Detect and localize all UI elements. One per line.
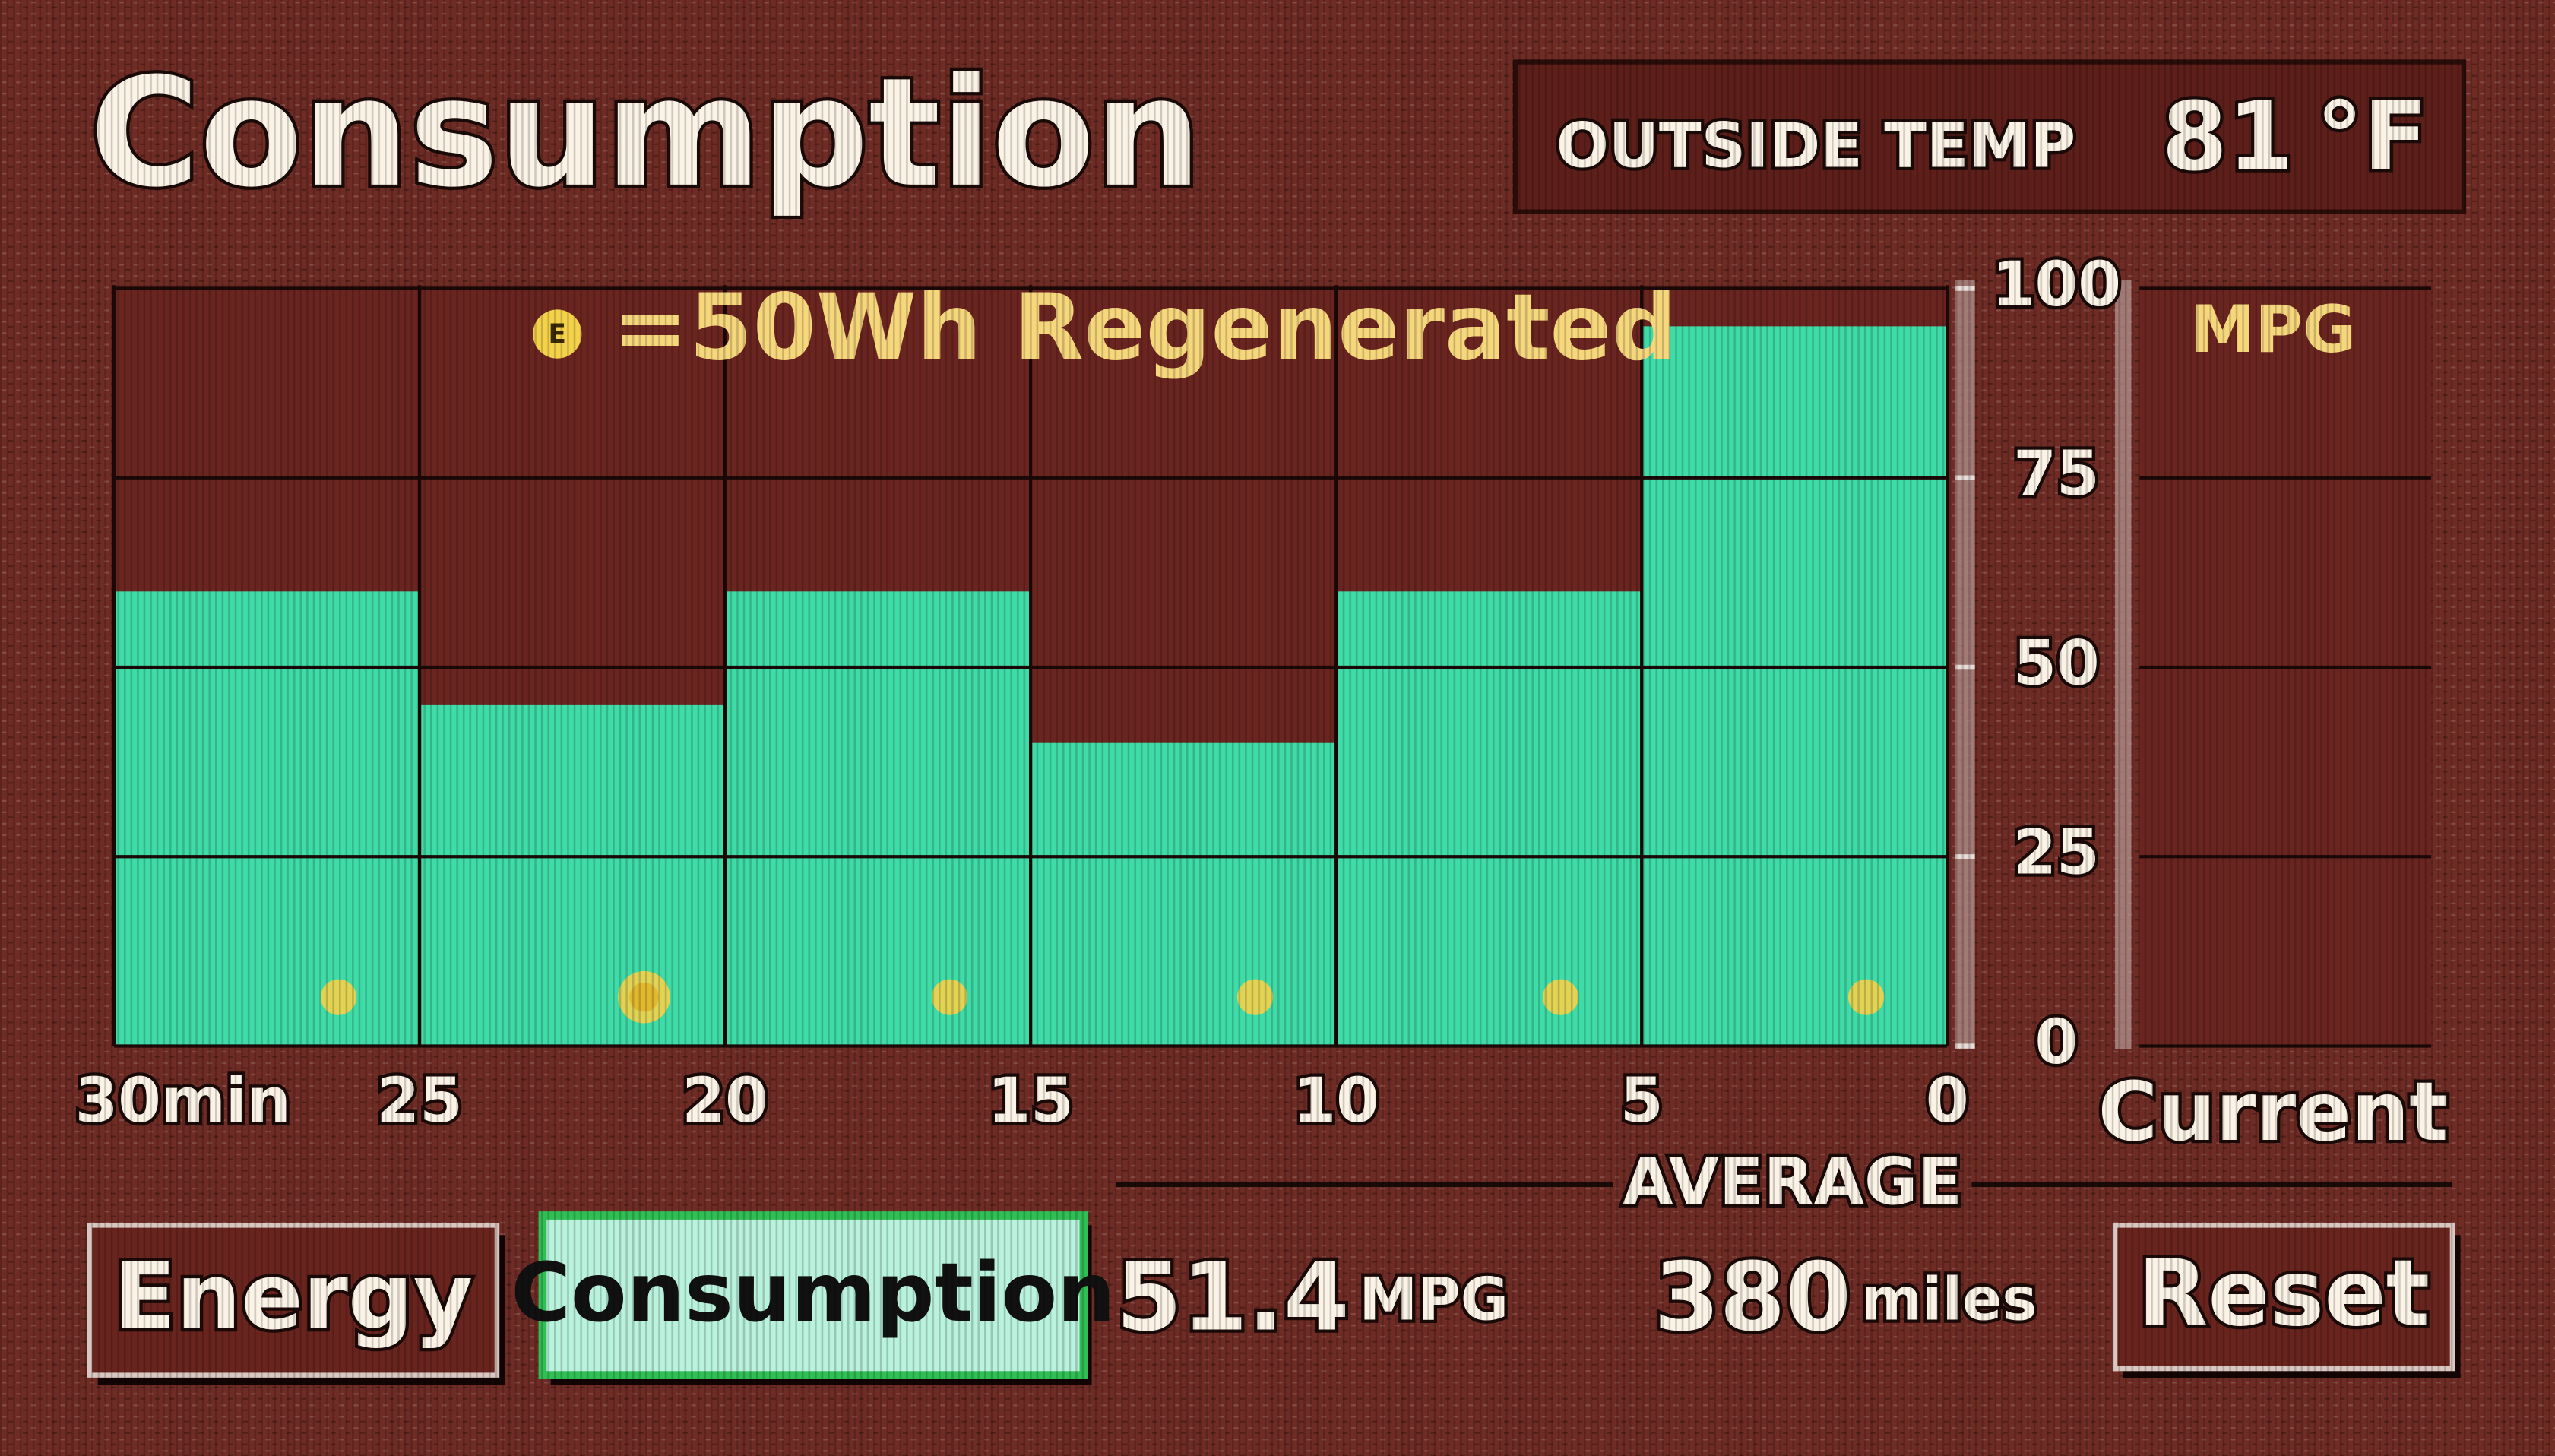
distance-value: 380 xyxy=(1654,1242,1851,1352)
screen-title: Consumption xyxy=(90,46,1202,220)
regen-dot xyxy=(931,979,968,1015)
regen-dot-core xyxy=(629,982,659,1012)
x-tick-label: 25 xyxy=(376,1065,462,1137)
current-label: MPG xyxy=(2190,292,2357,368)
mpg-unit: MPG xyxy=(1359,1265,1509,1334)
y-tick-label: 25 xyxy=(2013,817,2099,889)
button[interactable]: Energy xyxy=(87,1223,505,1385)
regen-icon xyxy=(1542,979,1579,1015)
y-tick-label: 0 xyxy=(2035,1006,2079,1078)
legend-icon: E xyxy=(533,309,582,359)
button[interactable]: Consumption xyxy=(511,1211,1115,1385)
x-tick-label: 0 xyxy=(1926,1065,1969,1137)
mpg-value: 51.4 xyxy=(1116,1242,1350,1352)
regen-dot xyxy=(1847,979,1885,1015)
x-tick-label: 10 xyxy=(1293,1065,1379,1137)
x-tick-label: 20 xyxy=(682,1065,768,1137)
temp-unit: °F xyxy=(2316,83,2428,192)
button-label[interactable]: Energy xyxy=(110,1242,476,1354)
y-tick-label: 50 xyxy=(2013,627,2099,699)
button-label[interactable]: Reset xyxy=(2135,1238,2433,1350)
legend-text: =50Wh Regenerated xyxy=(613,275,1677,381)
regen-icon xyxy=(1847,979,1885,1015)
svg-text:E: E xyxy=(549,319,566,350)
y-tick-label: 75 xyxy=(2013,438,2099,510)
bar xyxy=(1031,742,1337,1046)
regen-icon xyxy=(1236,979,1274,1015)
x-tick-label: 30min xyxy=(75,1065,291,1137)
axis-strip xyxy=(2115,280,2132,1049)
x-tick-label: 5 xyxy=(1620,1065,1664,1137)
current-caption: Current xyxy=(2098,1065,2449,1160)
regen-dot xyxy=(1236,979,1274,1015)
regen-icon xyxy=(618,970,670,1024)
button-label[interactable]: Consumption xyxy=(511,1246,1115,1340)
temp-number: 81 xyxy=(2162,83,2294,192)
y-tick-label: 100 xyxy=(1992,248,2121,321)
temp-label: OUTSIDE TEMP xyxy=(1556,110,2076,182)
bar xyxy=(420,704,726,1046)
regen-dot xyxy=(320,979,357,1015)
bar xyxy=(1642,326,1948,1046)
bar xyxy=(725,591,1031,1046)
bar xyxy=(1336,591,1642,1046)
average-label: AVERAGE xyxy=(1623,1144,1962,1220)
bar xyxy=(114,591,420,1046)
regen-dot xyxy=(1542,979,1579,1015)
button[interactable]: Reset xyxy=(2112,1223,2461,1378)
distance-unit: miles xyxy=(1861,1265,2037,1334)
regen-icon xyxy=(931,979,968,1015)
x-tick-label: 15 xyxy=(987,1065,1073,1137)
regen-icon xyxy=(320,979,357,1015)
